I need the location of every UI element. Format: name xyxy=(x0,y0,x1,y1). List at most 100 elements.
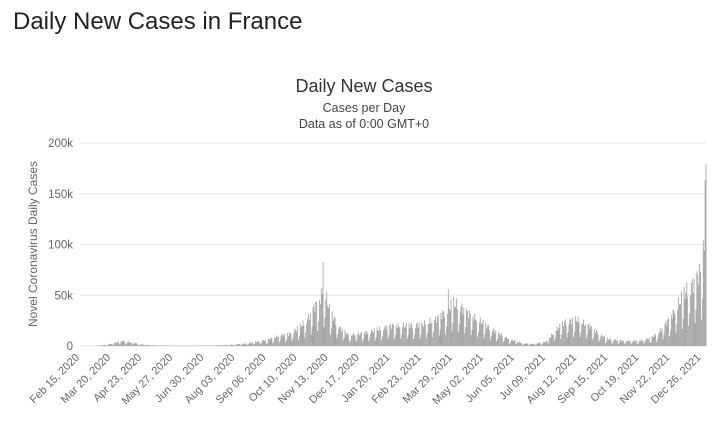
bar xyxy=(318,322,319,346)
bar xyxy=(491,336,492,346)
bar xyxy=(111,344,112,346)
bar xyxy=(112,344,113,346)
bar xyxy=(309,320,310,346)
bar xyxy=(399,328,400,346)
bar xyxy=(569,318,570,346)
bar xyxy=(685,299,686,346)
bar xyxy=(261,343,262,346)
bar xyxy=(121,342,122,346)
bar xyxy=(695,323,696,346)
bar xyxy=(585,324,586,346)
bar xyxy=(467,311,468,346)
bar xyxy=(436,323,437,346)
bar xyxy=(375,340,376,346)
bar xyxy=(289,333,290,346)
bar xyxy=(666,326,667,346)
bar xyxy=(199,345,200,346)
bar xyxy=(230,345,231,346)
bar xyxy=(412,328,413,346)
bar xyxy=(456,299,457,346)
bar xyxy=(212,345,213,346)
bar xyxy=(567,337,568,346)
bar xyxy=(452,323,453,346)
bar xyxy=(422,325,423,346)
bar xyxy=(298,340,299,346)
bar xyxy=(571,324,572,346)
bar xyxy=(558,330,559,346)
bar xyxy=(392,324,393,346)
bar xyxy=(247,345,248,346)
bar xyxy=(410,328,411,346)
bar xyxy=(548,342,549,346)
bar xyxy=(463,314,464,346)
bar xyxy=(136,343,137,346)
bar xyxy=(617,340,618,346)
bar xyxy=(149,345,150,346)
bar xyxy=(207,345,208,346)
bar xyxy=(474,314,475,346)
bar xyxy=(678,297,679,346)
bar xyxy=(155,345,156,346)
bar xyxy=(312,327,313,346)
bar xyxy=(621,340,622,346)
bar xyxy=(506,336,507,346)
bar xyxy=(699,264,700,346)
bar xyxy=(610,338,611,346)
bar xyxy=(604,335,605,346)
bar xyxy=(500,335,501,346)
bar xyxy=(257,342,258,346)
bar xyxy=(373,333,374,346)
y-tick-label: 0 xyxy=(67,341,73,353)
bar xyxy=(597,332,598,346)
bar xyxy=(232,345,233,346)
bar xyxy=(515,340,516,346)
bar xyxy=(411,323,412,346)
bar xyxy=(393,325,394,346)
bar xyxy=(623,341,624,346)
bar xyxy=(655,335,656,346)
bar xyxy=(590,326,591,346)
bar xyxy=(439,336,440,346)
bar xyxy=(565,319,566,346)
bar xyxy=(449,308,450,346)
bar xyxy=(395,335,396,346)
bar xyxy=(323,262,324,346)
bar xyxy=(229,345,230,346)
bar xyxy=(667,320,668,346)
bar xyxy=(155,345,156,346)
bar xyxy=(679,304,680,346)
bar xyxy=(238,344,239,346)
bar xyxy=(525,343,526,346)
bar xyxy=(374,328,375,346)
bar xyxy=(279,342,280,346)
bar xyxy=(600,340,601,346)
bar xyxy=(698,285,699,346)
bar xyxy=(584,326,585,346)
bar xyxy=(129,343,130,346)
bar xyxy=(293,333,294,346)
bar xyxy=(248,344,249,346)
bar xyxy=(265,340,266,346)
bar xyxy=(663,339,664,346)
bar xyxy=(141,344,142,346)
bar xyxy=(703,240,704,346)
bar xyxy=(516,344,517,346)
bar xyxy=(103,345,104,346)
bar xyxy=(399,326,400,346)
bar xyxy=(379,326,380,346)
bar xyxy=(301,327,302,346)
bar xyxy=(677,309,678,346)
bar xyxy=(524,344,525,346)
bar xyxy=(272,343,273,346)
bar xyxy=(339,326,340,346)
bar xyxy=(368,341,369,346)
bar xyxy=(160,345,161,346)
bar xyxy=(578,316,579,346)
bar xyxy=(397,328,398,346)
bar xyxy=(609,339,610,346)
bar xyxy=(701,319,702,346)
bar xyxy=(460,311,461,346)
bar xyxy=(367,331,368,346)
bar xyxy=(385,325,386,346)
bar xyxy=(281,336,282,346)
